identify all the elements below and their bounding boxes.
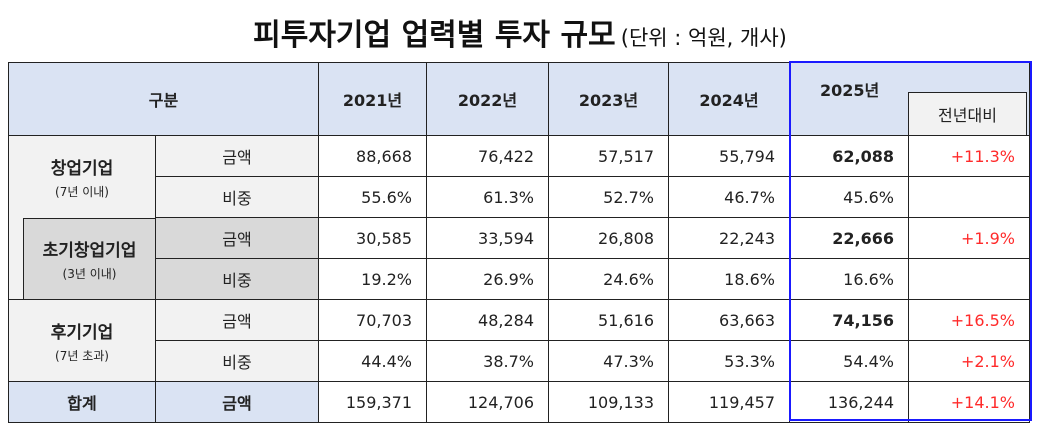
cell: 45.6% xyxy=(789,176,909,218)
cell: 52.7% xyxy=(548,176,669,218)
header-yoy: 전년대비 xyxy=(908,92,1027,135)
yoy-cell: +11.3% xyxy=(908,135,1030,177)
cell: 54.4% xyxy=(789,340,909,382)
header-year-label: 2025년 xyxy=(820,81,880,100)
yoy-cell: +2.1% xyxy=(908,340,1030,382)
cell: 70,703 xyxy=(318,299,427,341)
header-year: 2021년 xyxy=(318,62,427,136)
early-startup-box: 초기창업기업 (3년 이내) xyxy=(23,217,155,299)
cell: 33,594 xyxy=(426,217,549,259)
cell: 124,706 xyxy=(426,381,549,423)
metric-label: 비중 xyxy=(155,176,319,218)
group-sub: (7년 초과) xyxy=(55,348,109,363)
table-row: 비중 55.6% 61.3% 52.7% 46.7% 45.6% xyxy=(9,176,1030,218)
cell: 16.6% xyxy=(789,258,909,300)
group-early-startup: 초기창업기업 (3년 이내) xyxy=(8,217,156,300)
cell: 30,585 xyxy=(318,217,427,259)
cell: 19.2% xyxy=(318,258,427,300)
cell: 44.4% xyxy=(318,340,427,382)
table-row: 창업기업 (7년 이내) 금액 88,668 76,422 57,517 55,… xyxy=(8,135,1030,218)
total-label: 합계 xyxy=(8,381,156,423)
group-later: 후기기업 (7년 초과) xyxy=(8,299,156,382)
group-name: 초기창업기업 xyxy=(42,240,137,261)
cell: 26,808 xyxy=(548,217,669,259)
cell: 63,663 xyxy=(668,299,790,341)
page-title: 피투자기업 업력별 투자 규모 (단위 : 억원, 개사) xyxy=(0,10,1040,54)
group-sub: (7년 이내) xyxy=(55,184,109,199)
cell: 48,284 xyxy=(426,299,549,341)
header-year-2025: 2025년 전년대비 xyxy=(789,62,1030,136)
total-row: 합계 금액 159,371 124,706 109,133 119,457 13… xyxy=(8,381,1030,423)
cell: 47.3% xyxy=(548,340,669,382)
table-row: 비중 19.2% 26.9% 24.6% 18.6% 16.6% xyxy=(9,258,1030,300)
group-name: 후기기업 xyxy=(50,322,114,343)
title-main: 피투자기업 업력별 투자 규모 xyxy=(253,18,616,53)
metric-label: 비중 xyxy=(155,340,319,382)
cell: 55,794 xyxy=(668,135,790,177)
cell: 22,243 xyxy=(668,217,790,259)
title-unit: (단위 : 억원, 개사) xyxy=(620,26,787,50)
cell: 38.7% xyxy=(426,340,549,382)
yoy-cell xyxy=(908,176,1030,218)
cell: 24.6% xyxy=(548,258,669,300)
group-startup: 창업기업 (7년 이내) xyxy=(8,135,156,218)
header-row: 구분 2021년 2022년 2023년 2024년 2025년 전년대비 xyxy=(8,62,1030,136)
table-row: 비중 44.4% 38.7% 47.3% 53.3% 54.4% +2.1% xyxy=(9,340,1030,382)
cell: 61.3% xyxy=(426,176,549,218)
cell: 46.7% xyxy=(668,176,790,218)
header-year: 2022년 xyxy=(426,62,549,136)
metric-label: 금액 xyxy=(155,217,319,259)
cell: 74,156 xyxy=(789,299,909,341)
cell: 57,517 xyxy=(548,135,669,177)
metric-label: 금액 xyxy=(155,381,319,423)
cell: 22,666 xyxy=(789,217,909,259)
cell: 26.9% xyxy=(426,258,549,300)
metric-label: 비중 xyxy=(155,258,319,300)
header-year: 2024년 xyxy=(668,62,790,136)
cell: 109,133 xyxy=(548,381,669,423)
yoy-cell: +14.1% xyxy=(908,381,1030,423)
cell: 18.6% xyxy=(668,258,790,300)
cell: 136,244 xyxy=(789,381,909,423)
cell: 119,457 xyxy=(668,381,790,423)
group-sub: (3년 이내) xyxy=(62,266,117,281)
yoy-cell: +1.9% xyxy=(908,217,1030,259)
investment-table: 구분 2021년 2022년 2023년 2024년 2025년 전년대비 창업… xyxy=(8,62,1030,423)
metric-label: 금액 xyxy=(155,299,319,341)
cell: 51,616 xyxy=(548,299,669,341)
cell: 62,088 xyxy=(789,135,909,177)
cell: 159,371 xyxy=(318,381,427,423)
metric-label: 금액 xyxy=(155,135,319,177)
header-category: 구분 xyxy=(8,62,319,136)
cell: 53.3% xyxy=(668,340,790,382)
yoy-cell: +16.5% xyxy=(908,299,1030,341)
cell: 88,668 xyxy=(318,135,427,177)
group-name: 창업기업 xyxy=(50,158,114,179)
table-row: 초기창업기업 (3년 이내) 금액 30,585 33,594 26,808 2… xyxy=(8,217,1030,300)
yoy-cell xyxy=(908,258,1030,300)
table-row: 후기기업 (7년 초과) 금액 70,703 48,284 51,616 63,… xyxy=(8,299,1030,382)
header-year: 2023년 xyxy=(548,62,669,136)
cell: 55.6% xyxy=(318,176,427,218)
cell: 76,422 xyxy=(426,135,549,177)
